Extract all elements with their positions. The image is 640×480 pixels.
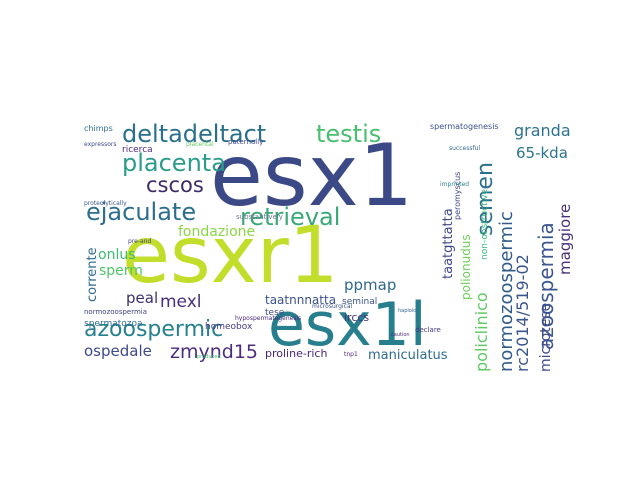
cloud-word: spermatozoa xyxy=(84,319,143,329)
cloud-word: semen xyxy=(473,162,498,236)
cloud-background xyxy=(75,95,570,377)
cloud-word: proline-rich xyxy=(265,347,327,360)
cloud-word: maniculatus xyxy=(368,348,448,363)
cloud-word: cscos xyxy=(146,173,204,197)
cloud-word: polionudus xyxy=(459,234,473,300)
cloud-word: placenta xyxy=(122,149,226,177)
cloud-word: haploid xyxy=(398,308,416,314)
cloud-word: placental xyxy=(186,141,214,148)
cloud-word: microtese xyxy=(538,303,554,372)
cloud-word: hypospermatogenesis xyxy=(235,315,301,322)
cloud-word: paternally xyxy=(228,138,263,146)
cloud-word: seminal xyxy=(342,297,377,307)
cloud-word: esx1 xyxy=(210,126,413,226)
cloud-word: esx1l xyxy=(268,290,427,360)
cloud-word: normozoospermia xyxy=(84,308,147,316)
cloud-word: peromyscus xyxy=(453,172,462,220)
cloud-word: sperm xyxy=(99,263,143,279)
cloud-word: microsurgical xyxy=(312,303,353,310)
cloud-word: esxr1 xyxy=(122,211,338,301)
cloud-word: mexl xyxy=(160,292,202,312)
cloud-word: spermatogenesis xyxy=(430,122,499,131)
cloud-word: azoospermia xyxy=(534,222,558,350)
cloud-word: retrieval xyxy=(240,203,340,231)
cloud-word: onlus xyxy=(98,247,136,263)
cloud-word: normozoospermic xyxy=(496,211,517,372)
cloud-word: taatnnnatta xyxy=(265,293,336,307)
cloud-word: expressors xyxy=(84,141,117,148)
cloud-word: chimps xyxy=(84,124,113,133)
cloud-word: corrente xyxy=(85,247,100,302)
cloud-word: zmynd15 xyxy=(170,341,258,363)
cloud-word: imprinted xyxy=(440,181,469,188)
cloud-word: ospedale xyxy=(84,342,152,360)
cloud-word: 65-kda xyxy=(516,144,568,162)
cloud-word: irccs xyxy=(344,311,369,324)
cloud-word: ejaculate xyxy=(86,198,196,226)
cloud-word: successful xyxy=(449,145,480,152)
cloud-word: azoospermic xyxy=(84,317,223,342)
cloud-word: tnp1 xyxy=(344,351,358,358)
cloud-word: fondazione xyxy=(178,224,255,240)
cloud-word: peal xyxy=(126,289,158,307)
cloud-word: caution xyxy=(391,332,410,338)
cloud-word: testis xyxy=(316,120,381,148)
cloud-word: maggiore xyxy=(556,204,574,275)
cloud-word: declare xyxy=(415,326,441,334)
cloud-word: non-obstructive xyxy=(480,189,490,260)
cloud-word: ppmap xyxy=(344,276,396,294)
cloud-word: produced xyxy=(197,354,221,360)
cloud-word: substantively xyxy=(236,213,283,221)
cloud-word: proteolytically xyxy=(84,200,127,207)
cloud-word: rc2014/519-02 xyxy=(513,254,532,372)
cloud-word: tese xyxy=(265,308,285,318)
cloud-word: deltadeltact xyxy=(122,120,266,148)
cloud-word: taatgttatta xyxy=(441,208,456,279)
cloud-word: granda xyxy=(514,121,571,140)
cloud-word: ricerca xyxy=(122,145,153,155)
cloud-word: pre-and xyxy=(128,238,151,245)
cloud-word: homeobox xyxy=(205,322,253,332)
cloud-word: policlinico xyxy=(472,292,491,372)
